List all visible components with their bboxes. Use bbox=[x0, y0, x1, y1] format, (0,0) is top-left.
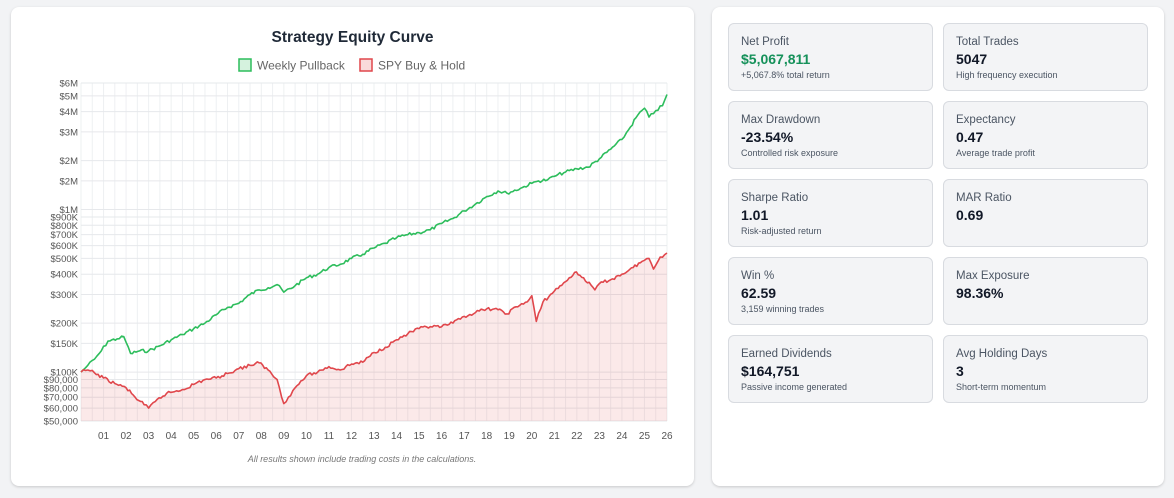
y-tick-label: $400K bbox=[51, 270, 79, 281]
stat-subtext: +5,067.8% total return bbox=[741, 70, 830, 80]
stat-label: Max Drawdown bbox=[741, 114, 821, 126]
x-tick-label: 05 bbox=[188, 431, 200, 442]
stat-value: 3 bbox=[956, 363, 964, 379]
stat-value: $164,751 bbox=[741, 363, 800, 379]
y-tick-label: $60,000 bbox=[44, 404, 78, 415]
x-tick-label: 22 bbox=[571, 431, 583, 442]
x-tick-label: 06 bbox=[211, 431, 223, 442]
y-tick-label: $150K bbox=[51, 339, 79, 350]
stat-value: 0.69 bbox=[956, 207, 984, 223]
x-tick-label: 07 bbox=[233, 431, 245, 442]
stat-subtext: Risk-adjusted return bbox=[741, 226, 822, 236]
y-tick-label: $500K bbox=[51, 254, 79, 265]
stat-value: 0.47 bbox=[956, 129, 984, 145]
x-tick-label: 02 bbox=[121, 431, 133, 442]
stat-value: 5047 bbox=[956, 51, 988, 67]
y-tick-label: $200K bbox=[51, 319, 79, 330]
stat-subtext: Passive income generated bbox=[741, 382, 848, 392]
y-tick-label: $5M bbox=[60, 91, 79, 102]
stat-label: MAR Ratio bbox=[956, 192, 1012, 204]
y-tick-label: $2M bbox=[60, 156, 79, 167]
x-tick-label: 17 bbox=[459, 431, 471, 442]
x-tick-label: 04 bbox=[166, 431, 178, 442]
stat-max-drawdown: Max Drawdown -23.54% Controlled risk expos… bbox=[728, 101, 933, 169]
y-tick-label: $50,000 bbox=[44, 417, 78, 428]
stat-label: Sharpe Ratio bbox=[741, 192, 809, 204]
x-tick-label: 01 bbox=[98, 431, 110, 442]
x-tick-label: 16 bbox=[436, 431, 448, 442]
y-tick-label: $1M bbox=[60, 205, 79, 216]
stat-label: Avg Holding Days bbox=[956, 348, 1048, 360]
stat-label: Win % bbox=[741, 270, 775, 282]
y-tick-label: $90,000 bbox=[44, 375, 78, 386]
legend-swatch-0 bbox=[238, 58, 252, 72]
x-tick-label: 10 bbox=[301, 431, 313, 442]
y-tick-label: $300K bbox=[51, 290, 79, 301]
x-tick-label: 13 bbox=[368, 431, 380, 442]
x-tick-label: 03 bbox=[143, 431, 155, 442]
x-tick-label: 08 bbox=[256, 431, 268, 442]
stat-max-exposure: Max Exposure 98.36% bbox=[943, 257, 1148, 325]
stat-win: Win % 62.59 3,159 winning trades bbox=[728, 257, 933, 325]
stat-value: 1.01 bbox=[741, 207, 769, 223]
chart-footnote: All results shown include trading costs … bbox=[247, 454, 477, 464]
x-tick-label: 15 bbox=[414, 431, 426, 442]
legend-label-0: Weekly Pullback bbox=[257, 59, 346, 73]
stat-label: Total Trades bbox=[956, 36, 1019, 48]
stat-net-profit: Net Profit $5,067,811 +5,067.8% total retu… bbox=[728, 23, 933, 91]
stat-label: Max Exposure bbox=[956, 270, 1030, 282]
y-tick-label: $4M bbox=[60, 107, 79, 118]
stat-subtext: Short-term momentum bbox=[956, 382, 1047, 392]
stat-total-trades: Total Trades 5047 High frequency execution bbox=[943, 23, 1148, 91]
y-tick-label: $100K bbox=[51, 368, 79, 379]
stat-avg-holding-days: Avg Holding Days 3 Short-term momentum bbox=[943, 335, 1148, 403]
x-tick-label: 11 bbox=[324, 431, 335, 442]
stat-subtext: 3,159 winning trades bbox=[741, 304, 825, 314]
y-tick-label: $600K bbox=[51, 241, 79, 252]
x-tick-label: 21 bbox=[549, 431, 561, 442]
x-tick-label: 23 bbox=[594, 431, 606, 442]
y-tick-label: $800K bbox=[51, 221, 79, 232]
stat-expectancy: Expectancy 0.47 Average trade profit bbox=[943, 101, 1148, 169]
x-tick-label: 24 bbox=[616, 431, 628, 442]
stat-label: Earned Dividends bbox=[741, 348, 832, 360]
stat-mar-ratio: MAR Ratio 0.69 bbox=[943, 179, 1148, 247]
y-tick-label: $70,000 bbox=[44, 393, 78, 404]
chart-title: Strategy Equity Curve bbox=[272, 29, 434, 46]
y-tick-label: $6M bbox=[60, 79, 79, 90]
legend-swatch-1 bbox=[359, 58, 373, 72]
y-tick-label: $3M bbox=[60, 127, 79, 138]
x-tick-label: 14 bbox=[391, 431, 403, 442]
y-tick-label: $80,000 bbox=[44, 383, 78, 394]
legend-label-1: SPY Buy & Hold bbox=[378, 59, 465, 73]
x-tick-label: 12 bbox=[346, 431, 358, 442]
stat-label: Expectancy bbox=[956, 114, 1016, 126]
chart-card: Strategy Equity Curve Weekly Pullback SPY … bbox=[11, 7, 694, 486]
x-tick-label: 25 bbox=[639, 431, 651, 442]
series-line-1 bbox=[80, 252, 668, 409]
stat-value: 98.36% bbox=[956, 285, 1004, 301]
y-tick-label: $900K bbox=[51, 212, 79, 223]
x-tick-label: 20 bbox=[526, 431, 538, 442]
x-tick-label: 26 bbox=[661, 431, 673, 442]
x-tick-label: 18 bbox=[481, 431, 493, 442]
y-tick-label: $2M bbox=[60, 176, 79, 187]
x-tick-label: 09 bbox=[278, 431, 290, 442]
x-tick-label: 19 bbox=[504, 431, 516, 442]
stat-label: Net Profit bbox=[741, 36, 789, 48]
y-tick-label: $700K bbox=[51, 230, 79, 241]
stat-subtext: High frequency execution bbox=[956, 70, 1058, 80]
stat-value: -23.54% bbox=[741, 129, 794, 145]
series-line-0 bbox=[80, 94, 668, 373]
stats-card: Net Profit $5,067,811 +5,067.8% total retu… bbox=[712, 7, 1164, 486]
stat-sharpe-ratio: Sharpe Ratio 1.01 Risk-adjusted return bbox=[728, 179, 933, 247]
stat-subtext: Controlled risk exposure bbox=[741, 148, 839, 158]
equity-chart: Strategy Equity Curve Weekly Pullback SPY … bbox=[44, 29, 673, 464]
stat-value: $5,067,811 bbox=[741, 51, 811, 67]
series-area-1 bbox=[81, 253, 667, 421]
stat-subtext: Average trade profit bbox=[956, 148, 1035, 158]
stat-value: 62.59 bbox=[741, 285, 777, 301]
stat-earned-dividends: Earned Dividends $164,751 Passive income g… bbox=[728, 335, 933, 403]
